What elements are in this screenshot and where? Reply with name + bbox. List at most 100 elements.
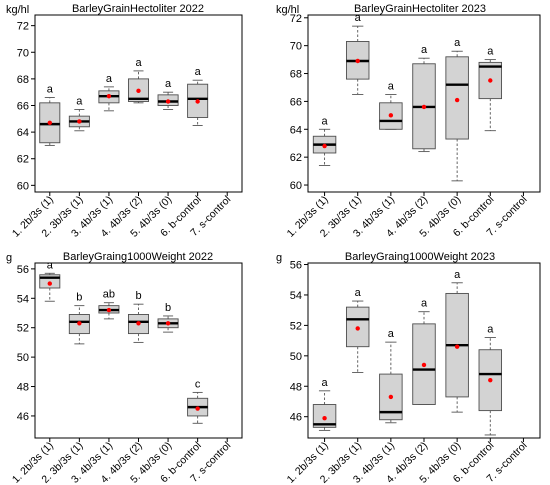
y-tick-label: 66 — [17, 100, 29, 112]
significance-letter: a — [195, 66, 202, 78]
mean-point — [47, 281, 52, 286]
box-4: a — [127, 57, 150, 104]
box-3: a — [379, 80, 403, 130]
y-axis: 60 62 64 66 68 70 72 — [290, 13, 308, 192]
y-tick-label: 70 — [290, 41, 302, 53]
y-tick-label: 46 — [290, 412, 302, 424]
significance-letter: c — [195, 378, 201, 390]
box-5: a — [157, 78, 179, 110]
box-3: ab — [98, 289, 120, 320]
box-2: a — [345, 12, 370, 95]
y-tick-label: 72 — [17, 21, 29, 33]
y-tick-label: 52 — [290, 320, 302, 332]
significance-letter: a — [421, 298, 428, 310]
box-2: a — [68, 95, 90, 132]
y-tick-label: 52 — [17, 323, 29, 335]
box-2: b — [68, 292, 90, 345]
significance-letter: a — [454, 269, 461, 281]
iqr-box — [312, 404, 337, 428]
y-tick-label: 50 — [290, 351, 302, 363]
x-axis: 1. 2b/3s (1)2. 3b/3s (1)3. 4b/3s (1)4. 4… — [285, 192, 530, 240]
box-5: a — [445, 269, 469, 413]
mean-point — [421, 104, 427, 110]
significance-letter: a — [322, 115, 329, 127]
y-axis: 60 62 64 66 68 70 72 — [17, 21, 35, 192]
chart-title: BarleyGraing1000Weight 2022 — [63, 251, 213, 263]
y-tick-label: 62 — [290, 152, 302, 164]
mean-point — [322, 143, 327, 149]
significance-letter: a — [76, 95, 83, 107]
box-1: a — [39, 259, 61, 302]
mean-point — [355, 58, 360, 64]
x-axis: 1. 2b/3s (1)2. 3b/3s (1)3. 4b/3s (1)4. 4… — [10, 438, 233, 485]
y-axis: 46 48 50 52 54 56 — [290, 260, 308, 424]
mean-point — [488, 78, 493, 83]
significance-letter: a — [47, 84, 54, 96]
chart-title: BarleyGrainHectoliter 2022 — [72, 3, 204, 15]
mean-point — [454, 344, 460, 349]
mean-point — [77, 321, 82, 326]
chart-panel-4: BarleyGraing1000Weight 2023 g 46 48 50 52 54 56… — [276, 251, 541, 485]
mean-point — [136, 321, 141, 326]
y-tick-label: 66 — [290, 96, 302, 108]
box-5: b — [157, 302, 179, 333]
mean-point — [388, 394, 394, 400]
mean-point — [165, 99, 171, 104]
box-6: a — [478, 324, 503, 436]
box-3: a — [98, 73, 120, 112]
significance-letter: b — [135, 290, 141, 302]
y-tick-label: 68 — [290, 69, 302, 81]
y-tick-label: 48 — [290, 381, 302, 393]
mean-point — [488, 377, 493, 383]
y-tick-label: 60 — [17, 180, 29, 192]
significance-letter: a — [487, 46, 494, 58]
y-tick-label: 70 — [17, 47, 29, 59]
significance-letter: a — [106, 73, 113, 85]
y-tick-label: 46 — [17, 411, 29, 423]
significance-letter: a — [165, 78, 172, 90]
y-tick-label: 64 — [17, 127, 29, 139]
significance-letter: a — [135, 57, 142, 69]
significance-letter: a — [388, 80, 395, 92]
chart-panel-2: BarleyGrainHectoliter 2023kg/hl606264666… — [276, 3, 541, 240]
box-6: c — [187, 378, 209, 424]
significance-letter: a — [355, 287, 362, 299]
box-6: a — [478, 46, 503, 132]
y-tick-label: 64 — [290, 124, 302, 136]
significance-letter: a — [421, 44, 428, 56]
y-tick-label: 72 — [290, 13, 302, 25]
mean-point — [106, 307, 112, 313]
plot-frame — [34, 14, 243, 193]
box-4: a — [412, 298, 436, 405]
mean-point — [322, 416, 327, 421]
chart-panel-1: BarleyGrainHectoliter 2022kg/hl606264666… — [6, 3, 243, 240]
y-tick-label: 68 — [17, 74, 29, 86]
significance-letter: a — [355, 12, 362, 24]
y-tick-label: 56 — [17, 264, 29, 276]
x-axis: 1. 2b/3s (1)2. 3b/3s (1)3. 4b/3s (1)4. 4… — [10, 192, 233, 240]
mean-point — [165, 321, 171, 326]
significance-letter: b — [76, 292, 82, 304]
chart-title: BarleyGraing1000Weight 2023 — [345, 251, 495, 263]
mean-point — [355, 326, 360, 331]
mean-point — [195, 406, 200, 411]
box-4: b — [127, 290, 150, 343]
y-tick-label: 56 — [290, 260, 302, 272]
chart-panel-3: BarleyGraing1000Weight 2022 g 46 48 50 52 54 56… — [6, 251, 243, 485]
y-unit-label: kg/hl — [6, 4, 29, 16]
significance-letter: b — [165, 302, 171, 314]
mean-point — [454, 97, 460, 103]
significance-letter: a — [388, 328, 395, 340]
mean-point — [136, 88, 141, 94]
box-3: a — [379, 328, 403, 424]
mean-point — [47, 120, 52, 125]
box-1: a — [312, 115, 337, 166]
mean-point — [421, 362, 427, 368]
significance-letter: a — [47, 259, 54, 271]
box-1: a — [312, 377, 337, 431]
significance-letter: ab — [103, 289, 115, 301]
box-1: a — [39, 84, 61, 146]
box-2: a — [345, 287, 370, 374]
significance-letter: a — [322, 377, 329, 389]
